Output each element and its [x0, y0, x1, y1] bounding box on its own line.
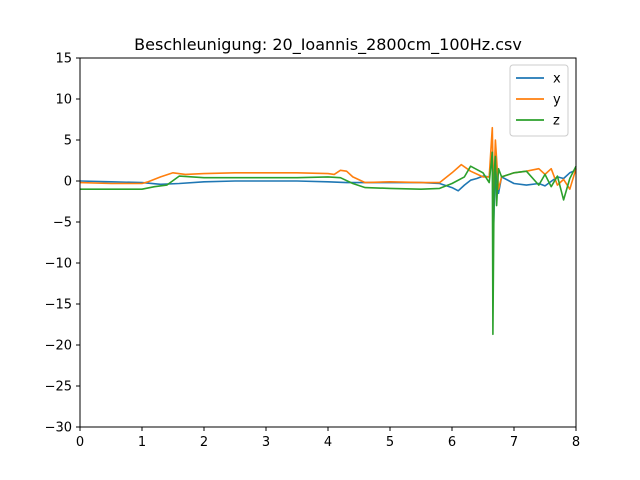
legend-box — [509, 64, 569, 137]
y-tick-label: −25 — [45, 380, 72, 395]
y-tick-label: −5 — [53, 216, 72, 231]
y-tick-label: −10 — [45, 257, 72, 272]
legend: xyz — [509, 64, 569, 137]
x-tick-label: 8 — [572, 435, 580, 450]
series-line-x — [79, 151, 577, 231]
legend-label-z: z — [553, 114, 560, 129]
y-tick-label: −15 — [45, 298, 72, 313]
x-tick-label: 5 — [386, 435, 394, 450]
x-axis: 0 1 2 3 4 5 6 7 8 — [76, 427, 580, 450]
x-tick-label: 4 — [324, 435, 332, 450]
x-tick-label: 1 — [138, 435, 146, 450]
chart-title: Beschleunigung: 20_Ioannis_2800cm_100Hz.… — [134, 35, 522, 55]
series-line-z — [80, 151, 577, 336]
legend-label-x: x — [553, 72, 561, 87]
x-tick-label: 6 — [448, 435, 456, 450]
y-tick-label: −20 — [45, 339, 72, 354]
x-tick-label: 7 — [510, 435, 518, 450]
series-layer — [79, 126, 577, 336]
y-tick-label: 10 — [55, 93, 72, 108]
y-tick-label: 15 — [55, 52, 72, 67]
y-axis: −30 −25 −20 −15 −10 −5 0 5 10 15 — [45, 52, 80, 436]
legend-label-y: y — [553, 93, 561, 108]
x-tick-label: 3 — [262, 435, 270, 450]
y-tick-label: 0 — [64, 175, 72, 190]
y-tick-label: −30 — [45, 421, 72, 436]
y-tick-label: 5 — [64, 134, 72, 149]
x-tick-label: 2 — [200, 435, 208, 450]
series-line-y — [79, 126, 577, 199]
x-tick-label: 0 — [76, 435, 84, 450]
